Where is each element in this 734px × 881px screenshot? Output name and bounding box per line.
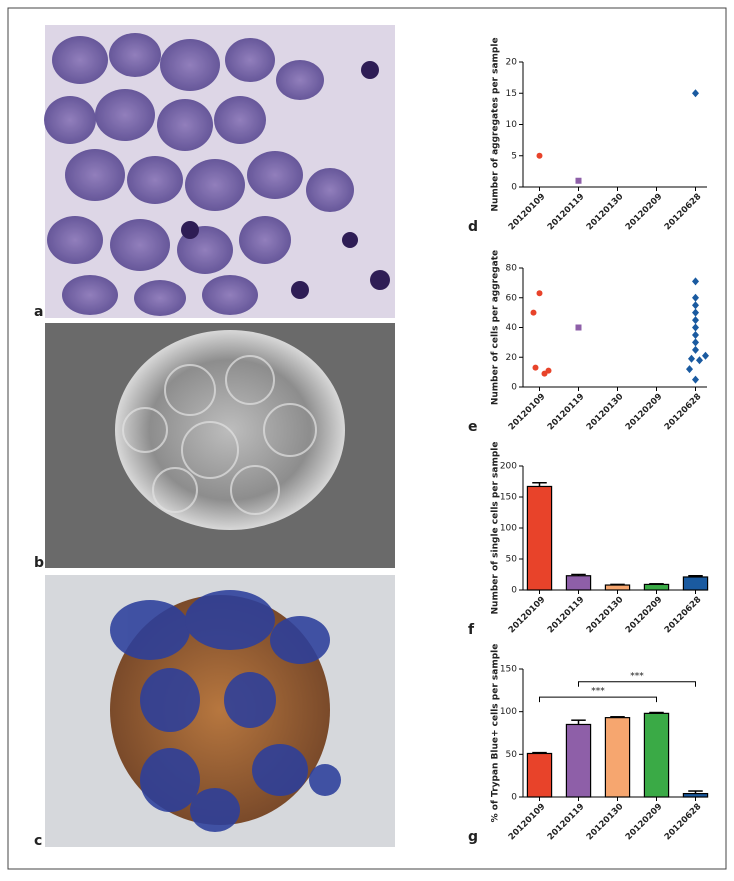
x-tick-label: 20120130 xyxy=(585,392,626,433)
bar xyxy=(604,717,631,798)
panel-label: b xyxy=(34,555,44,571)
bar xyxy=(526,752,553,798)
bar xyxy=(565,575,592,591)
significance-label: *** xyxy=(591,687,605,697)
dot xyxy=(530,309,537,316)
y-axis-label: Number of aggregates per sample xyxy=(491,37,501,211)
significance-bracket xyxy=(578,681,696,687)
y-tick-label: 20 xyxy=(506,353,518,363)
x-tick-label: 20120109 xyxy=(507,392,548,433)
x-tick-label: 20120209 xyxy=(624,802,665,843)
dot xyxy=(692,316,699,325)
panel-label: e xyxy=(468,419,478,435)
bar xyxy=(682,792,709,798)
y-tick-label: 0 xyxy=(511,383,517,393)
dot xyxy=(688,354,695,363)
dot xyxy=(702,351,709,360)
dot xyxy=(696,356,703,365)
dot xyxy=(575,324,582,331)
bar xyxy=(643,583,670,591)
y-tick-label: 10 xyxy=(506,120,518,130)
panel-label: c xyxy=(34,833,42,849)
x-tick-label: 20120130 xyxy=(585,802,626,843)
x-tick-label: 20120130 xyxy=(585,595,626,636)
y-tick-label: 60 xyxy=(506,293,518,303)
bar xyxy=(565,723,592,798)
x-tick-label: 20120628 xyxy=(663,392,704,433)
significance-bracket xyxy=(539,696,657,703)
y-axis-label: Number of cells per aggregate xyxy=(491,250,501,405)
y-tick-label: 80 xyxy=(506,264,518,274)
dot xyxy=(686,365,693,374)
micrograph-b xyxy=(45,323,395,568)
y-tick-label: 5 xyxy=(511,151,517,161)
dot xyxy=(545,367,552,374)
dot xyxy=(692,308,699,317)
x-tick-label: 20120119 xyxy=(546,802,587,843)
bar xyxy=(604,584,631,591)
bar xyxy=(643,712,670,798)
x-tick-label: 20120628 xyxy=(663,595,704,636)
y-tick-label: 150 xyxy=(500,665,517,675)
dot xyxy=(692,323,699,332)
y-tick-label: 0 xyxy=(511,183,517,193)
bar xyxy=(526,485,553,591)
panel-label: g xyxy=(468,829,478,845)
dot xyxy=(692,330,699,339)
dot xyxy=(692,345,699,354)
y-tick-label: 150 xyxy=(500,493,517,503)
dot xyxy=(532,364,539,371)
y-axis-label: Number of single cells per sample xyxy=(491,442,501,615)
y-axis-label: % of Trypan Blue+ cells per sample xyxy=(491,644,501,823)
dot xyxy=(575,177,582,184)
micrograph-c xyxy=(45,575,395,847)
x-tick-label: 20120628 xyxy=(663,802,704,843)
significance-label: *** xyxy=(630,671,644,681)
bar xyxy=(682,576,709,591)
panel-label: a xyxy=(34,304,43,320)
y-tick-label: 40 xyxy=(506,323,518,333)
dot xyxy=(692,277,699,286)
x-tick-label: 20120109 xyxy=(507,192,548,233)
dot xyxy=(692,293,699,302)
y-tick-label: 20 xyxy=(506,58,518,68)
dot xyxy=(692,338,699,347)
panel-label: d xyxy=(468,219,478,235)
y-tick-label: 0 xyxy=(511,586,517,596)
dot xyxy=(692,89,699,98)
y-tick-label: 50 xyxy=(506,555,518,565)
y-tick-label: 0 xyxy=(511,793,517,803)
panel-label: f xyxy=(468,622,475,638)
y-tick-label: 200 xyxy=(500,462,517,472)
y-tick-label: 100 xyxy=(500,524,517,534)
x-tick-label: 20120119 xyxy=(546,392,587,433)
y-tick-label: 100 xyxy=(500,707,517,717)
x-tick-label: 20120628 xyxy=(663,192,704,233)
x-tick-label: 20120209 xyxy=(624,595,665,636)
x-tick-label: 20120109 xyxy=(507,802,548,843)
y-tick-label: 50 xyxy=(506,750,518,760)
dot xyxy=(536,290,543,297)
dot xyxy=(692,375,699,384)
x-tick-label: 20120119 xyxy=(546,595,587,636)
y-tick-label: 15 xyxy=(506,89,517,99)
micrograph-a xyxy=(44,25,395,318)
frame xyxy=(7,7,727,870)
dot xyxy=(692,301,699,310)
x-tick-label: 20120209 xyxy=(624,192,665,233)
x-tick-label: 20120119 xyxy=(546,192,587,233)
dot xyxy=(536,152,543,159)
x-tick-label: 20120109 xyxy=(507,595,548,636)
x-tick-label: 20120130 xyxy=(585,192,626,233)
x-tick-label: 20120209 xyxy=(624,392,665,433)
